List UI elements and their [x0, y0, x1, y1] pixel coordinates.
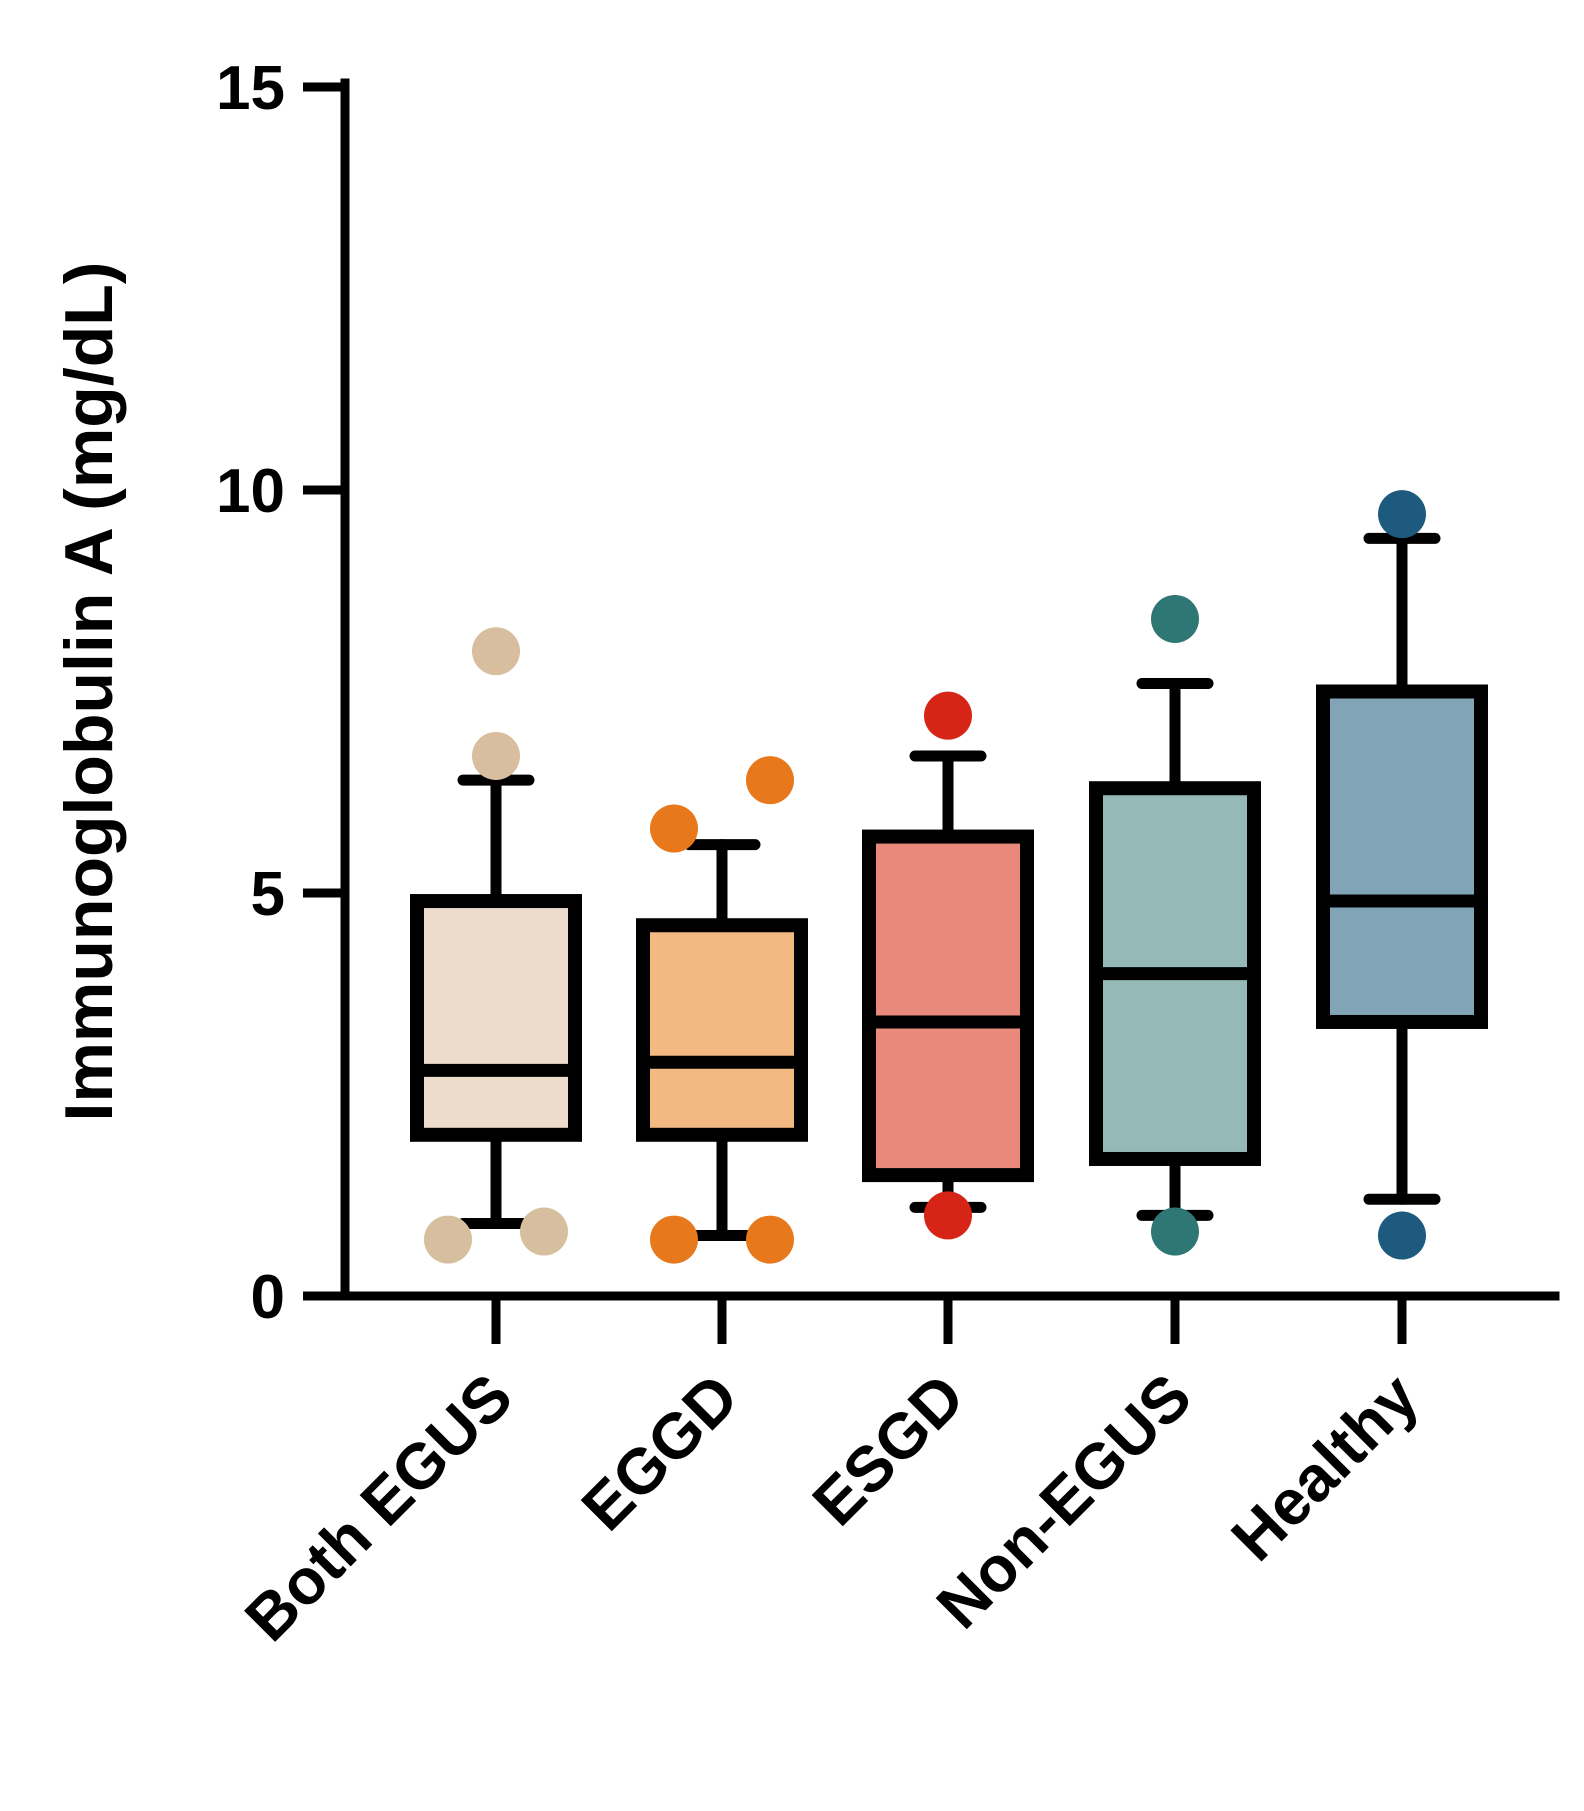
data-points [424, 490, 1426, 1264]
y-tick-label: 15 [216, 54, 285, 123]
x-tick-label: Healthy [1218, 1360, 1433, 1575]
box-group [1316, 532, 1488, 1205]
outlier-point [1151, 594, 1199, 643]
iqr-box [410, 894, 582, 1142]
outlier-point [746, 1215, 794, 1264]
x-tick-label: EGGD [568, 1360, 752, 1544]
box-group [636, 839, 808, 1242]
outlier-point [924, 691, 972, 740]
outlier-point [424, 1215, 472, 1264]
outlier-point [1151, 1207, 1199, 1256]
boxes [410, 532, 1488, 1242]
y-axis: 0 5 10 15 [216, 54, 350, 1332]
outlier-point [746, 756, 794, 805]
x-tick-label: ESGD [799, 1360, 978, 1539]
box-group [1089, 677, 1261, 1221]
outlier-point [520, 1207, 568, 1256]
iqr-box [1316, 684, 1488, 1029]
outlier-point [1378, 490, 1426, 539]
outlier-point [650, 804, 698, 853]
y-tick-label: 10 [216, 457, 285, 526]
outlier-point [472, 731, 520, 780]
outlier-point [472, 627, 520, 676]
outlier-point [1378, 1211, 1426, 1260]
x-tick-label: Both EGUS [231, 1360, 526, 1655]
outlier-point [924, 1191, 972, 1240]
outlier-point [650, 1215, 698, 1264]
box-group [410, 774, 582, 1229]
iqr-box [862, 829, 1034, 1183]
iqr-box [636, 918, 808, 1142]
y-axis-title: Immunoglobulin A (mg/dL) [51, 262, 127, 1122]
y-tick-label: 0 [251, 1263, 285, 1332]
y-tick-label: 5 [251, 860, 285, 929]
box-group [862, 750, 1034, 1213]
